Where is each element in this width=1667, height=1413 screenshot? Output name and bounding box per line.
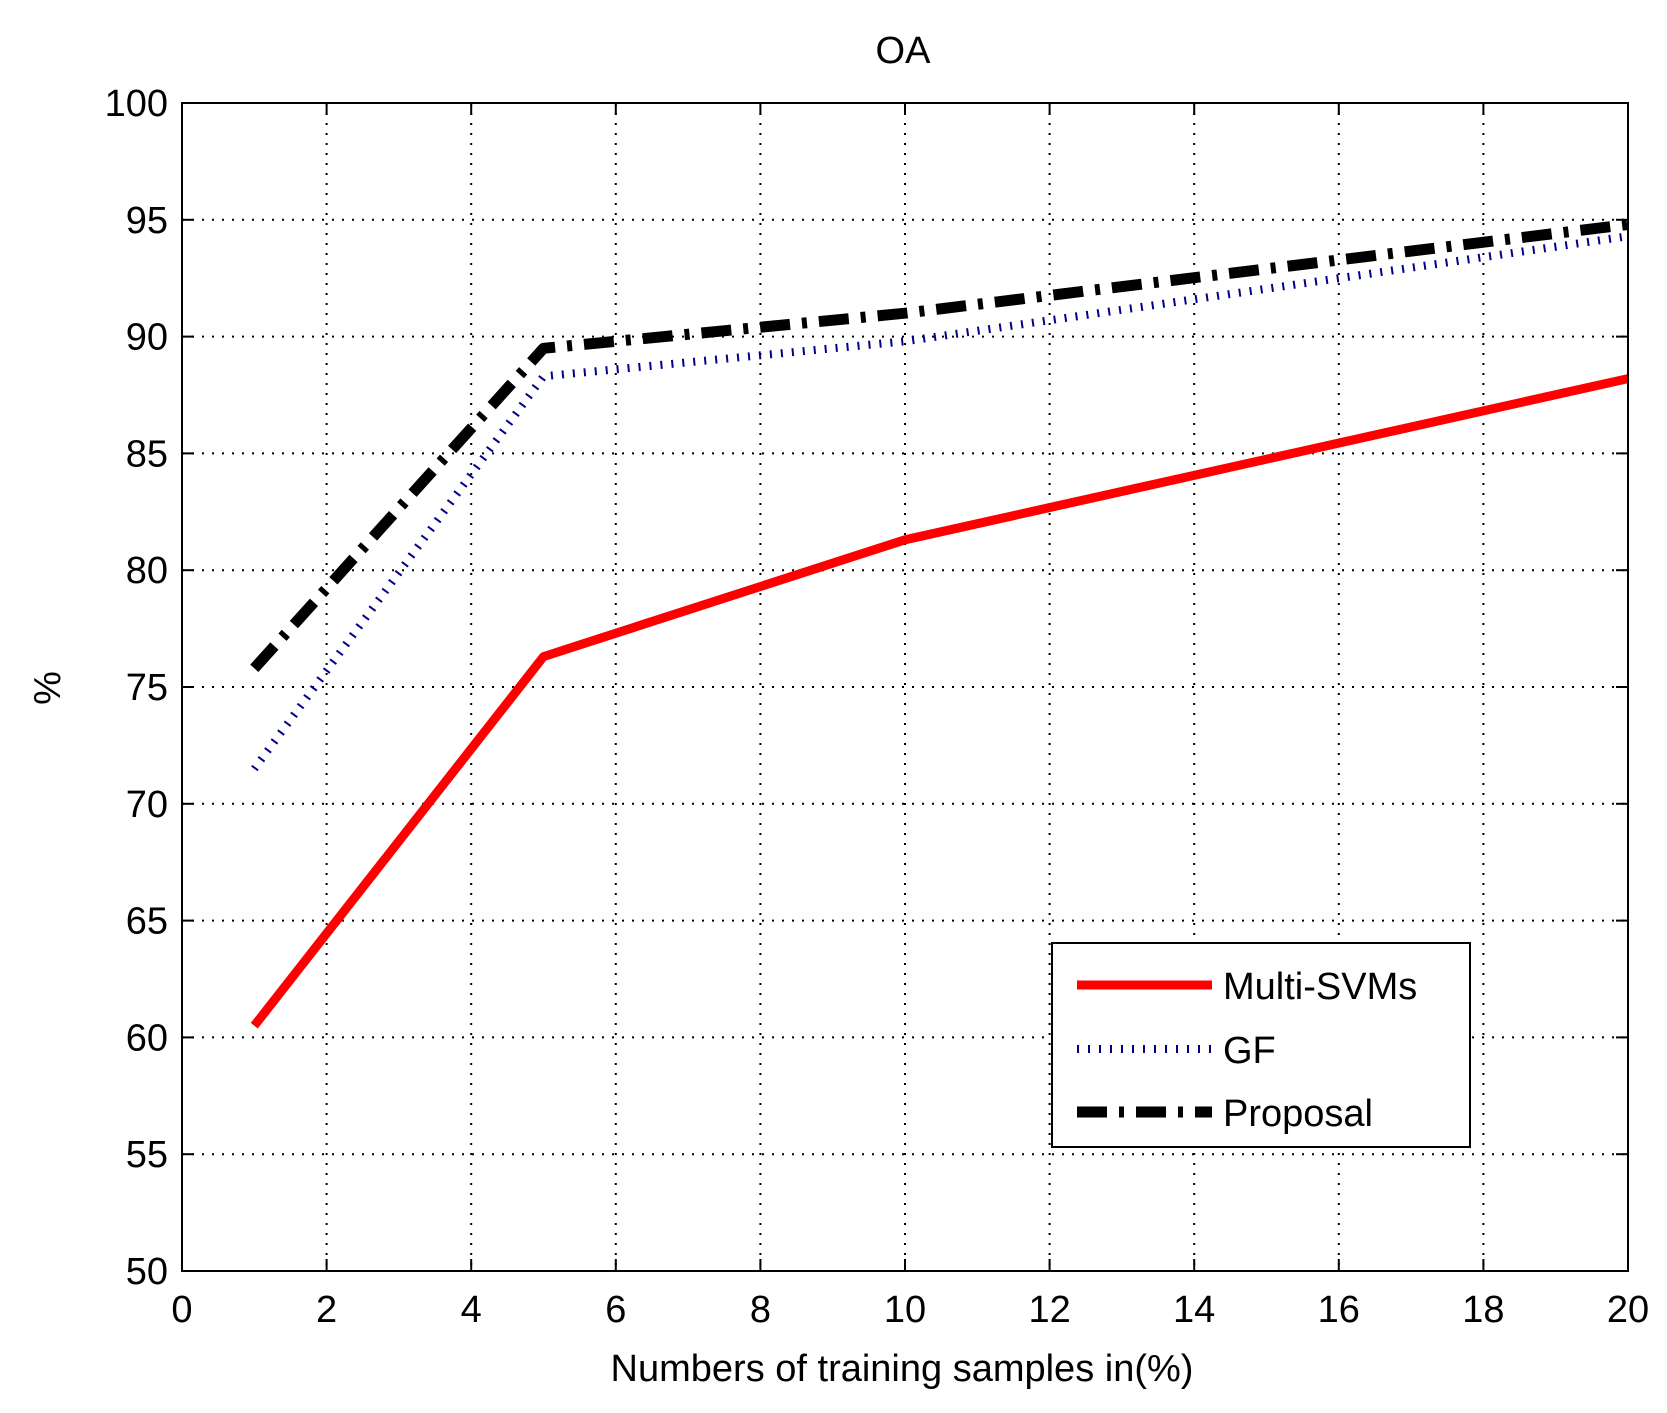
plot-frame bbox=[181, 102, 1629, 1272]
x-tick-label: 16 bbox=[1318, 1289, 1360, 1331]
y-tick-label: 60 bbox=[126, 1017, 168, 1059]
legend-entries: Multi-SVMs GF Proposal bbox=[1077, 966, 1417, 1135]
x-tick-label: 18 bbox=[1462, 1289, 1504, 1331]
y-tick-label: 70 bbox=[126, 784, 168, 826]
legend-label: Proposal bbox=[1223, 1093, 1373, 1135]
x-tick-label: 12 bbox=[1028, 1289, 1070, 1331]
x-tick-label: 8 bbox=[750, 1289, 771, 1331]
x-tick-label: 14 bbox=[1173, 1289, 1215, 1331]
x-axis-title: Numbers of training samples in(%) bbox=[611, 1348, 1194, 1390]
y-tick-label: 50 bbox=[126, 1251, 168, 1293]
x-tick-label: 4 bbox=[461, 1289, 482, 1331]
tick-layer: 0 2 4 6 8 10 12 14 16 18 20 50 55 60 65 70 75 80 85 90 95 100 bbox=[105, 83, 1650, 1331]
y-tick-label: 100 bbox=[105, 83, 168, 125]
chart-title: OA bbox=[876, 30, 932, 72]
series-layer bbox=[250, 219, 1629, 1029]
legend: Multi-SVMs GF Proposal bbox=[1051, 942, 1471, 1148]
x-tick-label: 20 bbox=[1607, 1289, 1649, 1331]
y-tick-label: 95 bbox=[126, 200, 168, 242]
series-line-gf bbox=[251, 232, 1629, 772]
legend-label: GF bbox=[1223, 1030, 1276, 1072]
series-line-proposal bbox=[250, 219, 1629, 672]
x-tick-label: 2 bbox=[316, 1289, 337, 1331]
y-tick-label: 90 bbox=[126, 317, 168, 359]
series-line-multi-svms bbox=[250, 374, 1629, 1029]
y-tick-label: 65 bbox=[126, 901, 168, 943]
y-axis-title: % bbox=[27, 671, 69, 705]
y-tick-label: 80 bbox=[126, 550, 168, 592]
legend-label: Multi-SVMs bbox=[1223, 966, 1417, 1008]
y-tick-label: 85 bbox=[126, 433, 168, 475]
x-tick-label: 0 bbox=[171, 1289, 192, 1331]
x-tick-label: 10 bbox=[884, 1289, 926, 1331]
y-tick-label: 75 bbox=[126, 667, 168, 709]
y-tick-label: 55 bbox=[126, 1134, 168, 1176]
x-tick-label: 6 bbox=[605, 1289, 626, 1331]
